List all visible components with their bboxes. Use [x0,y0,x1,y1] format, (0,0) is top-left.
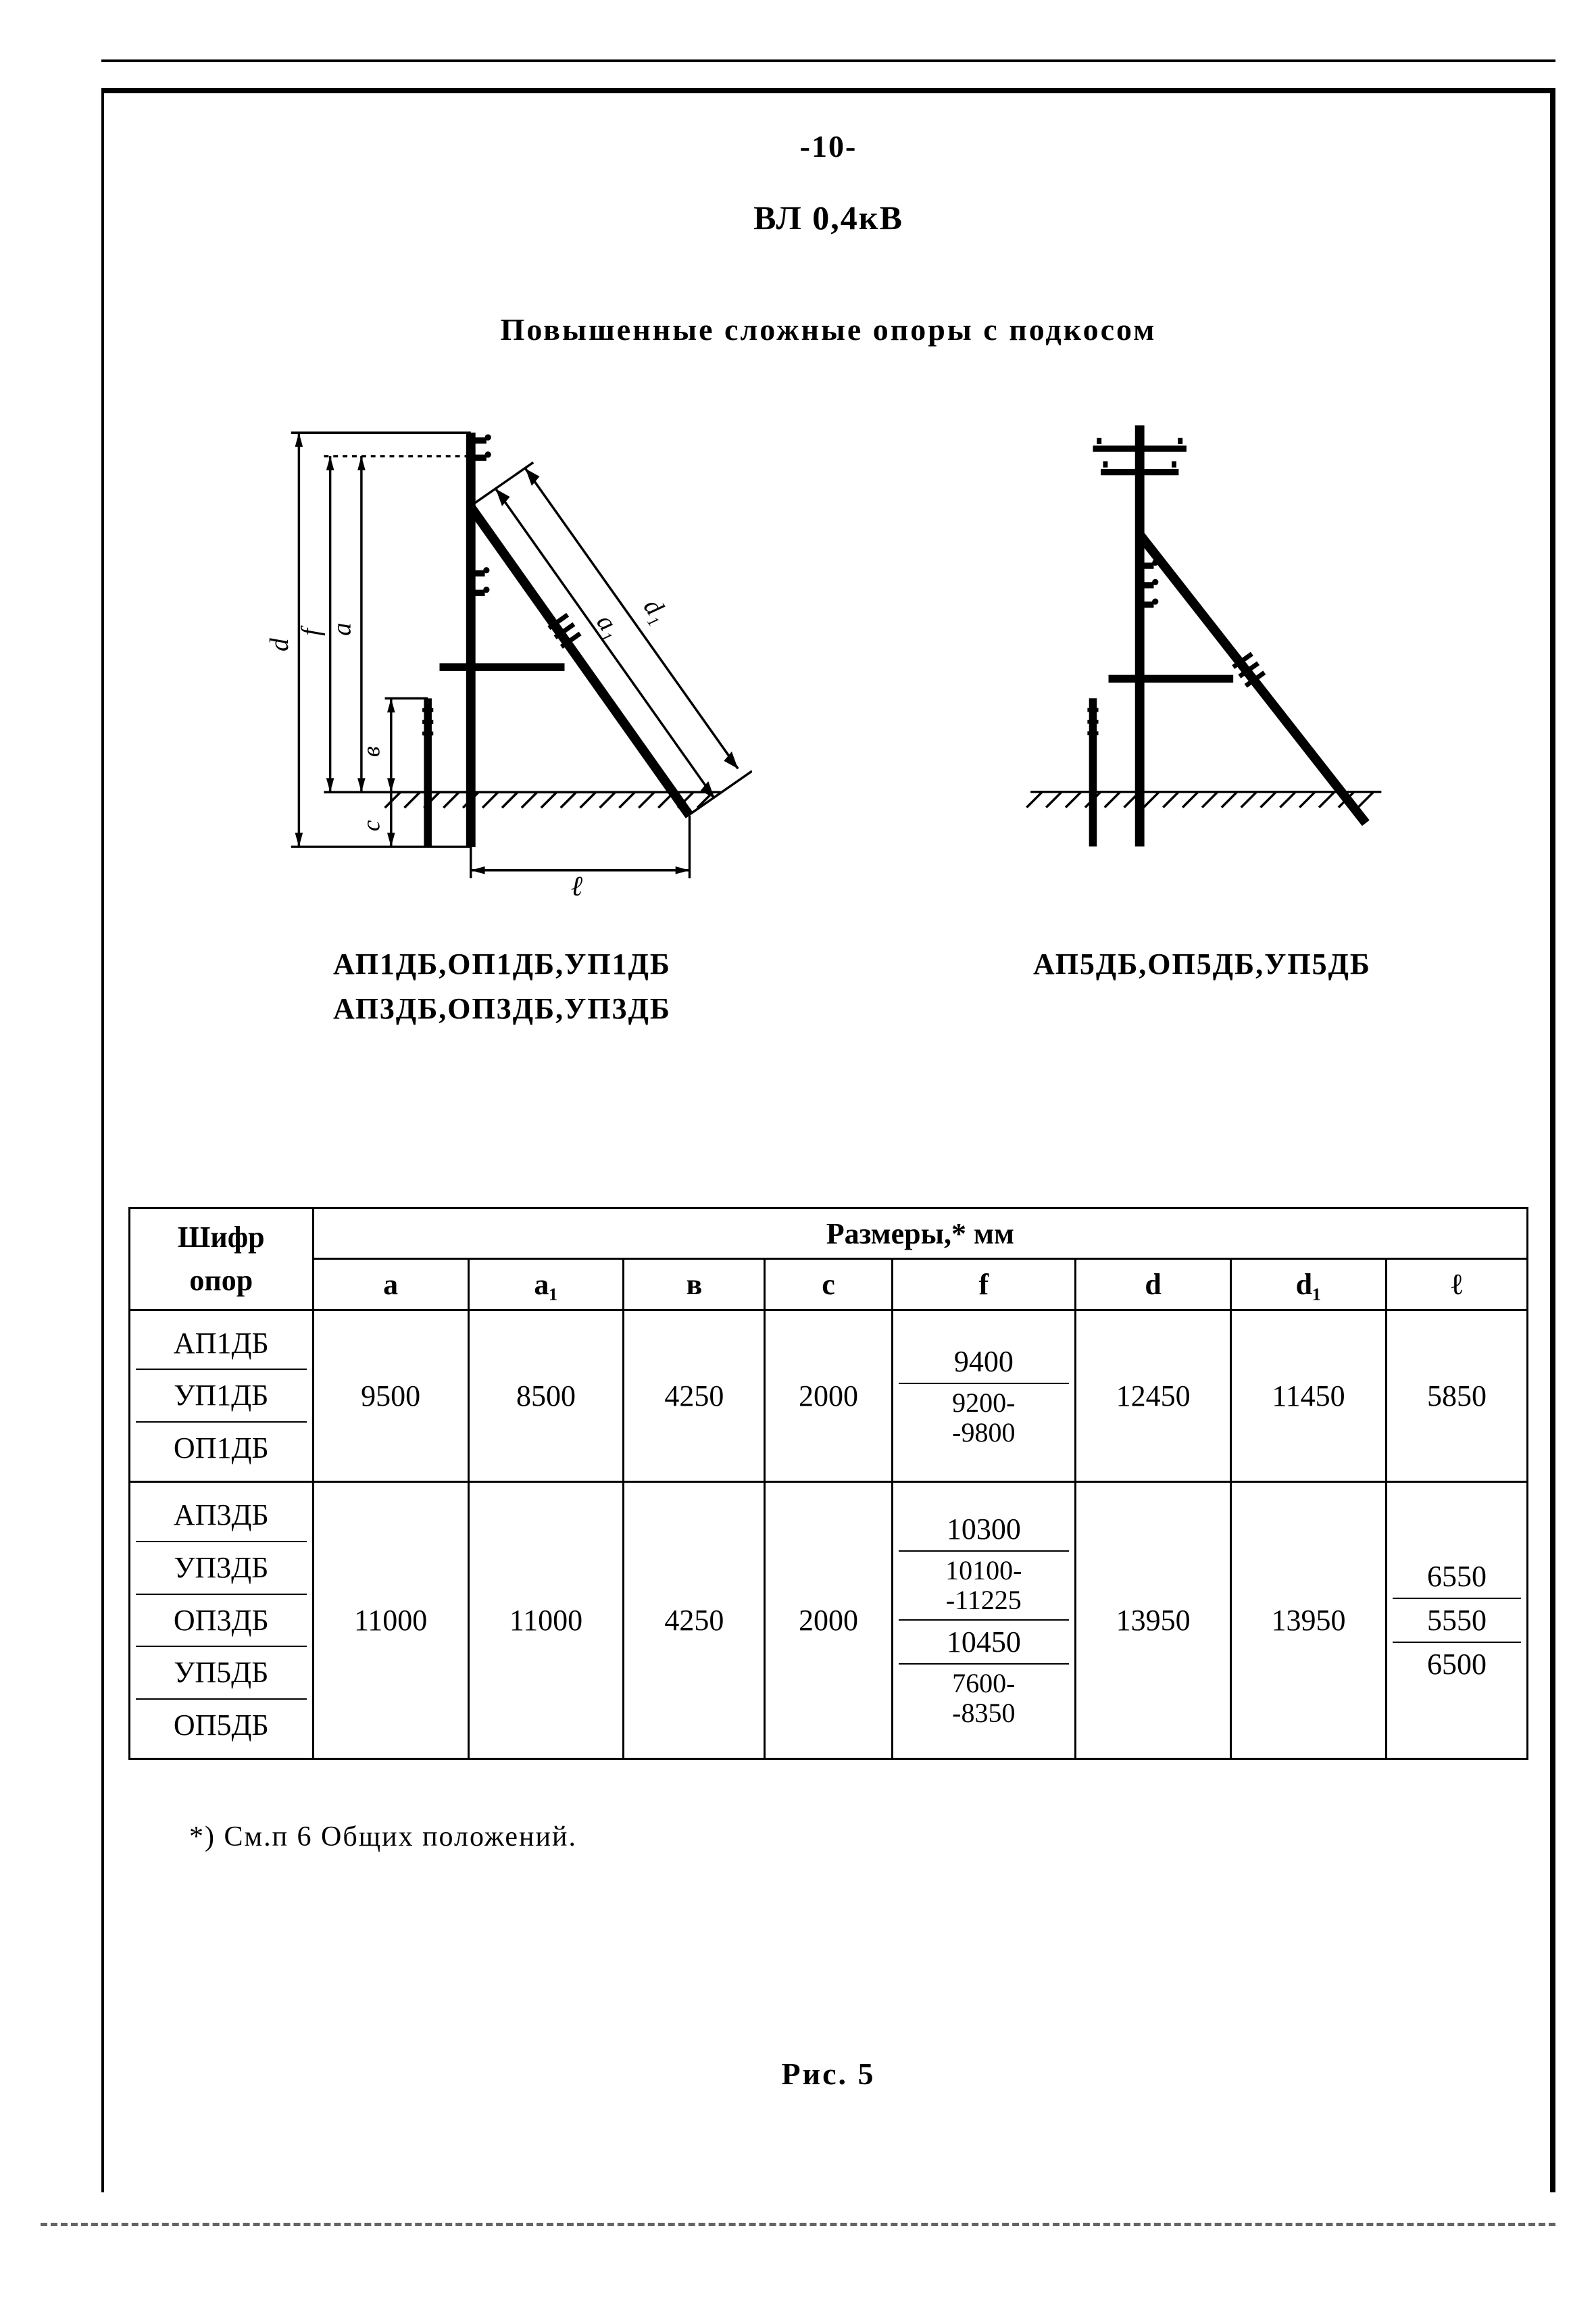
dimensions-table: Шифр опор Размеры,* мм a a₁ в c f d d₁ ℓ… [128,1207,1528,1760]
row2-b: 4250 [624,1481,765,1758]
row1-d: 12450 [1076,1310,1231,1481]
top-rule [101,59,1555,62]
svg-text:ℓ: ℓ [571,871,583,902]
row2-a: 11000 [313,1481,468,1758]
row1-a: 9500 [313,1310,468,1481]
row1-a1: 8500 [468,1310,624,1481]
th-l: ℓ [1386,1259,1527,1310]
row1-labels: АП1ДБ УП1ДБ ОП1ДБ [130,1310,314,1481]
diagram-left-caption: АП1ДБ,ОП1ДБ,УП1ДБ АП3ДБ,ОП3ДБ,УП3ДБ [333,942,671,1031]
page-number: -10- [128,128,1528,164]
row1-c: 2000 [765,1310,892,1481]
svg-text:d: d [264,638,294,651]
svg-text:a: a [327,622,357,636]
row2-f: 10300 10100- -11225 10450 7600- -8350 [892,1481,1076,1758]
row2-l: 6550 5550 6500 [1386,1481,1527,1758]
th-f: f [892,1259,1076,1310]
svg-text:d₁: d₁ [638,593,675,629]
th-a: a [313,1259,468,1310]
table-row: АП1ДБ УП1ДБ ОП1ДБ 9500 8500 4250 2000 94… [130,1310,1528,1481]
diagram-right-svg [999,401,1405,902]
th-code: Шифр опор [130,1208,314,1310]
diagram-left: d f a в c a₁ d₁ [252,401,752,1031]
row2-d: 13950 [1076,1481,1231,1758]
row2-a1: 11000 [468,1481,624,1758]
th-d: d [1076,1259,1231,1310]
th-a1: a₁ [468,1259,624,1310]
diagram-right: АП5ДБ,ОП5ДБ,УП5ДБ [999,401,1405,1031]
th-c: c [765,1259,892,1310]
row1-f: 9400 9200- -9800 [892,1310,1076,1481]
page-title: ВЛ 0,4кВ [128,198,1528,237]
figure-caption: Рис. 5 [128,2056,1528,2092]
page-subtitle: Повышенные сложные опоры с подкосом [128,312,1528,347]
row2-labels: АП3ДБ УП3ДБ ОП3ДБ УП5ДБ ОП5ДБ [130,1481,314,1758]
row1-b: 4250 [624,1310,765,1481]
th-b: в [624,1259,765,1310]
table-header-row-1: Шифр опор Размеры,* мм [130,1208,1528,1259]
diagrams-row: d f a в c a₁ d₁ [128,401,1528,1031]
table-row: АП3ДБ УП3ДБ ОП3ДБ УП5ДБ ОП5ДБ 11000 1100… [130,1481,1528,1758]
svg-text:в: в [357,746,385,757]
footnote: *) См.п 6 Общих положений. [189,1821,1528,1853]
row1-d1: 11450 [1231,1310,1387,1481]
th-dimensions: Размеры,* мм [313,1208,1527,1259]
th-d1: d₁ [1231,1259,1387,1310]
diagram-left-caption-2: АП3ДБ,ОП3ДБ,УП3ДБ [333,992,671,1025]
row1-l: 5850 [1386,1310,1527,1481]
page-content: -10- ВЛ 0,4кВ Повышенные сложные опоры с… [128,115,1528,2165]
diagram-right-caption: АП5ДБ,ОП5ДБ,УП5ДБ [1033,942,1371,1031]
diagram-left-caption-1: АП1ДБ,ОП1ДБ,УП1ДБ [333,947,671,981]
diagram-right-caption-1: АП5ДБ,ОП5ДБ,УП5ДБ [1033,947,1371,981]
row2-c: 2000 [765,1481,892,1758]
svg-text:a₁: a₁ [591,608,628,644]
svg-text:c: c [357,820,385,831]
dimensions-table-wrap: Шифр опор Размеры,* мм a a₁ в c f d d₁ ℓ… [128,1207,1528,1760]
row2-d1: 13950 [1231,1481,1387,1758]
bottom-rule [41,2223,1555,2226]
table-header-row-2: a a₁ в c f d d₁ ℓ [130,1259,1528,1310]
diagram-left-svg: d f a в c a₁ d₁ [252,401,752,902]
